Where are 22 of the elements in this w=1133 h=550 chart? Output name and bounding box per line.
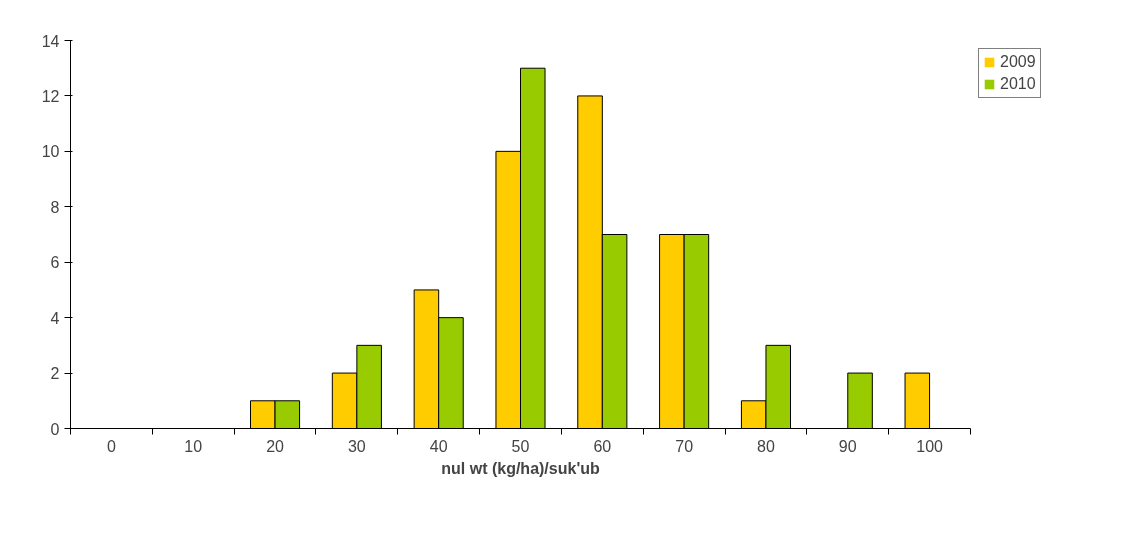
- x-tick-label: 70: [675, 437, 694, 455]
- y-tick-label: 0: [50, 420, 60, 438]
- y-tick-label: 6: [50, 254, 60, 272]
- y-tick-label: 10: [41, 143, 60, 161]
- y-tick-label: 12: [41, 87, 60, 105]
- y-tick-label: 8: [50, 198, 60, 216]
- x-axis-title: nul wt (kg/ha)/suk'ub: [441, 459, 600, 477]
- x-tick-label: 30: [347, 437, 366, 455]
- x-tick-label: 90: [838, 437, 857, 455]
- y-tick-label: 14: [41, 32, 60, 50]
- y-tick-label: 2: [50, 365, 60, 383]
- legend-label: 2009: [1000, 53, 1036, 71]
- x-tick-label: 10: [184, 437, 203, 455]
- x-tick-label: 50: [511, 437, 530, 455]
- y-tick-label: 4: [50, 309, 60, 327]
- x-tick-label: 20: [266, 437, 285, 455]
- legend-label: 2010: [1000, 75, 1036, 93]
- x-tick-label: 40: [429, 437, 448, 455]
- x-tick-label: 0: [106, 437, 116, 455]
- x-tick-label: 80: [757, 437, 775, 455]
- x-tick-label: 60: [593, 437, 612, 455]
- x-tick-label: 100: [916, 437, 944, 455]
